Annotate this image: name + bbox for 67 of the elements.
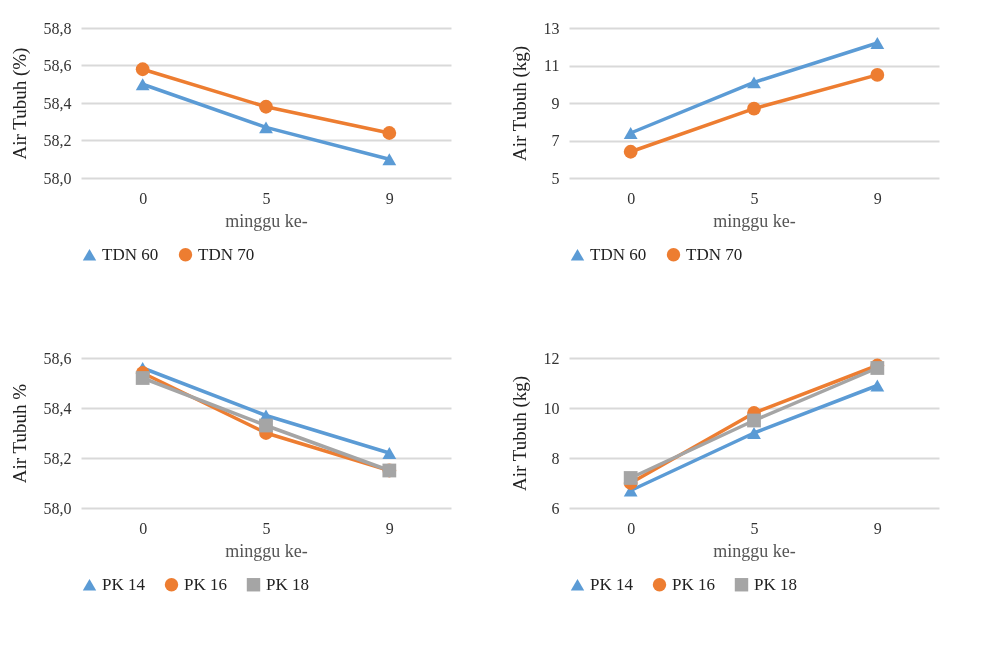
y-tick-label: 6 bbox=[551, 499, 560, 517]
point bbox=[623, 471, 638, 485]
x-tick-label: 5 bbox=[750, 519, 759, 537]
legend-label: PK 18 bbox=[266, 574, 309, 594]
x-tick-label: 0 bbox=[627, 189, 636, 207]
legend-label: PK 16 bbox=[672, 574, 715, 594]
y-tick-label: 10 bbox=[543, 399, 560, 417]
y-tick-label: 11 bbox=[544, 57, 560, 74]
x-tick-label: 9 bbox=[385, 519, 394, 537]
y-tick-label: 58,6 bbox=[43, 57, 72, 74]
legend-label: TDN 60 bbox=[590, 244, 647, 264]
point bbox=[259, 99, 273, 114]
y-tick-label: 58,8 bbox=[43, 19, 72, 37]
y-axis-title: Air Tubuh (kg) bbox=[508, 45, 531, 162]
y-axis-title: Air Tubuh % bbox=[8, 383, 30, 484]
point bbox=[382, 126, 397, 140]
y-tick-label: 58,2 bbox=[43, 132, 72, 149]
point bbox=[623, 144, 638, 159]
point bbox=[259, 121, 273, 134]
point bbox=[747, 427, 761, 439]
legend-label: TDN 70 bbox=[686, 244, 743, 264]
point bbox=[747, 413, 761, 428]
y-axis-title: Air Tubuh (%) bbox=[8, 47, 31, 160]
x-tick-label: 5 bbox=[262, 519, 271, 537]
point bbox=[747, 101, 761, 116]
x-axis-title: minggu ke- bbox=[713, 540, 796, 561]
point bbox=[259, 418, 273, 433]
x-tick-label: 9 bbox=[873, 189, 882, 207]
x-tick-label: 0 bbox=[627, 519, 636, 537]
legend-label: PK 14 bbox=[102, 574, 146, 594]
point bbox=[135, 62, 150, 77]
y-axis-title: Air Tubuh (kg) bbox=[508, 375, 531, 492]
point bbox=[135, 371, 150, 385]
y-tick-label: 58,4 bbox=[43, 94, 72, 112]
x-axis-title: minggu ke- bbox=[225, 210, 308, 231]
point bbox=[747, 76, 761, 89]
y-tick-label: 58,0 bbox=[43, 169, 72, 187]
x-axis-title: minggu ke- bbox=[225, 540, 308, 561]
x-axis-title: minggu ke- bbox=[713, 210, 796, 231]
y-tick-label: 58,0 bbox=[43, 499, 72, 517]
point bbox=[870, 37, 885, 49]
x-tick-label: 9 bbox=[385, 189, 394, 207]
y-tick-label: 7 bbox=[551, 132, 560, 149]
x-tick-label: 5 bbox=[750, 189, 759, 207]
y-tick-label: 8 bbox=[551, 449, 560, 467]
point bbox=[382, 153, 397, 166]
legend-label: TDN 70 bbox=[198, 244, 255, 264]
point bbox=[135, 78, 150, 91]
x-tick-label: 9 bbox=[873, 519, 882, 537]
y-tick-label: 58,6 bbox=[43, 349, 72, 367]
y-tick-label: 12 bbox=[543, 349, 560, 367]
legend-label: PK 18 bbox=[754, 574, 797, 594]
x-tick-label: 0 bbox=[139, 519, 148, 537]
point bbox=[870, 68, 885, 82]
legend-label: PK 16 bbox=[184, 574, 227, 594]
point bbox=[382, 447, 397, 459]
y-tick-label: 5 bbox=[551, 169, 560, 187]
legend-label: TDN 60 bbox=[102, 244, 159, 264]
x-tick-label: 5 bbox=[262, 189, 271, 207]
legend-label: PK 14 bbox=[590, 574, 634, 594]
point bbox=[870, 379, 885, 392]
x-tick-label: 0 bbox=[139, 189, 148, 207]
y-tick-label: 58,2 bbox=[43, 449, 72, 467]
point bbox=[623, 127, 638, 139]
y-tick-label: 58,4 bbox=[43, 399, 72, 417]
y-tick-label: 13 bbox=[543, 19, 560, 37]
y-tick-label: 9 bbox=[551, 94, 560, 112]
